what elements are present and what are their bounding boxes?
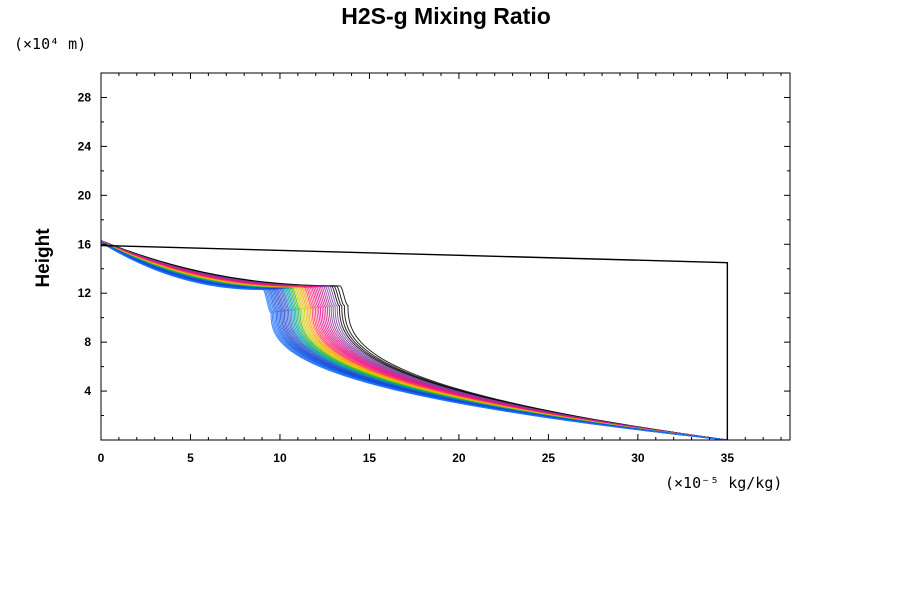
y-unit-label: (×10⁴ m) [14,35,86,53]
y-tick-label: 12 [78,286,92,300]
axis-ticks [100,72,790,441]
y-tick-label: 16 [78,237,92,251]
x-tick-label: 30 [631,451,645,465]
chart-title: H2S-g Mixing Ratio [341,3,551,29]
x-tick-label: 10 [273,451,287,465]
reference-line-group [100,244,729,440]
y-tick-label: 8 [84,335,91,349]
y-axis-label: Height [33,228,54,288]
profile-series [100,240,728,441]
y-tick-label: 24 [78,139,92,153]
plot-frame [100,72,791,441]
y-tick-label: 28 [78,90,92,104]
x-tick-label: 0 [98,451,105,465]
y-tick-label: 4 [84,384,91,398]
x-tick-label: 35 [721,451,735,465]
x-unit-label: (×10⁻⁵ kg/kg) [665,474,782,492]
y-tick-labels: 4 8 12 16 20 24 28 [78,90,92,398]
x-tick-label: 15 [363,451,377,465]
profile-series [100,242,728,441]
x-tick-label: 5 [187,451,194,465]
x-tick-labels: 0 5 10 15 20 25 30 35 [98,451,735,465]
x-tick-label: 20 [452,451,466,465]
x-tick-label: 25 [542,451,556,465]
reference-line [100,244,729,440]
profile-series-group [100,240,728,441]
y-tick-label: 20 [78,188,92,202]
